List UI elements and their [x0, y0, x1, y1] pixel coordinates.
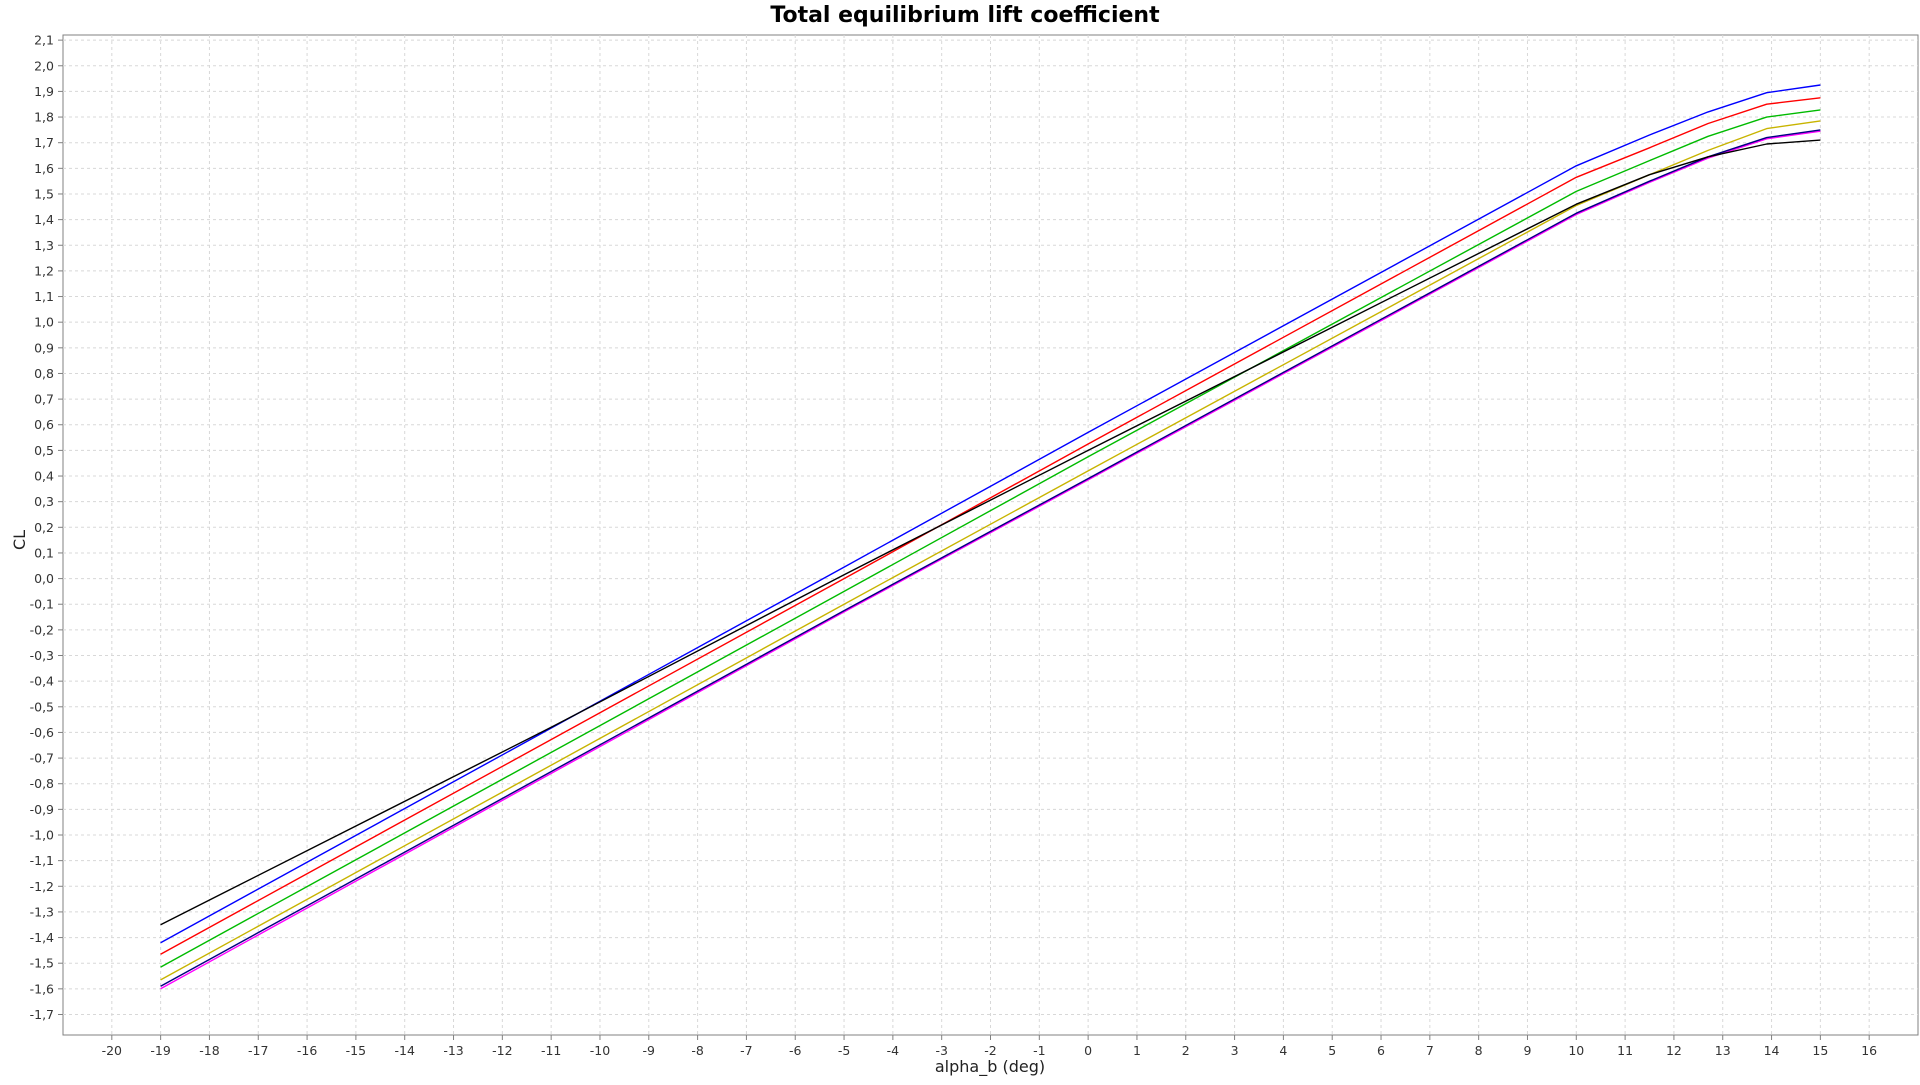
x-tick-label: -10 [590, 1043, 610, 1058]
x-tick-label: -1 [1033, 1043, 1045, 1058]
x-tick-label: -7 [740, 1043, 752, 1058]
y-tick-label: 1,1 [34, 289, 54, 304]
y-tick-label: -0,3 [30, 648, 54, 663]
series-line-1 [160, 84, 1821, 944]
y-tick-label: -0,1 [30, 597, 54, 612]
x-tick-label: -3 [935, 1043, 947, 1058]
grid [63, 35, 1918, 1035]
y-tick-label: 0,9 [34, 340, 54, 355]
x-tick-label: 2 [1182, 1043, 1190, 1058]
x-tick-label: 1 [1133, 1043, 1141, 1058]
series-line-6 [160, 129, 1821, 987]
x-tick-label: 8 [1475, 1043, 1483, 1058]
y-tick-label: 1,3 [34, 238, 54, 253]
x-tick-label: 16 [1861, 1043, 1877, 1058]
series-line-3 [160, 109, 1821, 968]
y-tick-label: -1,4 [30, 930, 54, 945]
y-tick-label: -0,5 [30, 699, 54, 714]
y-tick-label: 1,2 [34, 263, 54, 278]
x-tick-label: 14 [1764, 1043, 1780, 1058]
x-tick-label: 4 [1279, 1043, 1287, 1058]
x-tick-label: -20 [102, 1043, 122, 1058]
y-tick-label: -1,1 [30, 853, 54, 868]
y-tick-label: 0,6 [34, 417, 54, 432]
y-tick-label: 1,5 [34, 186, 54, 201]
y-tick-label: -1,0 [30, 828, 54, 843]
x-tick-label: 13 [1715, 1043, 1731, 1058]
x-tick-label: -13 [443, 1043, 463, 1058]
y-tick-label: 0,7 [34, 392, 54, 407]
x-tick-label: -18 [199, 1043, 219, 1058]
x-tick-label: -16 [297, 1043, 317, 1058]
y-tick-label: 1,8 [34, 110, 54, 125]
y-tick-label: -1,3 [30, 904, 54, 919]
y-tick-label: -0,7 [30, 751, 54, 766]
y-tick-label: -0,2 [30, 622, 54, 637]
x-tick-label: 0 [1084, 1043, 1092, 1058]
y-tick-label: 0,5 [34, 443, 54, 458]
y-tick-label: -1,7 [30, 1007, 54, 1022]
y-tick-label: 0,3 [34, 494, 54, 509]
x-tick-label: 7 [1426, 1043, 1434, 1058]
axis-ticks: -20 -19 -18 -17 -16 -15 -14 -13 -12 -11 -10 -9 -8 -7-… [30, 33, 1878, 1058]
x-tick-label: 6 [1377, 1043, 1385, 1058]
y-tick-label: -0,9 [30, 802, 54, 817]
x-tick-label: 10 [1568, 1043, 1584, 1058]
series-line-2 [160, 97, 1821, 955]
series-lines [160, 84, 1821, 990]
x-tick-label: -2 [984, 1043, 996, 1058]
x-tick-label: -14 [394, 1043, 414, 1058]
x-tick-label: -4 [887, 1043, 900, 1058]
y-tick-label: 1,4 [34, 212, 54, 227]
x-tick-label: -6 [789, 1043, 802, 1058]
chart-title: Total equilibrium lift coefficient [770, 3, 1160, 28]
y-tick-label: -0,6 [30, 725, 54, 740]
y-tick-label: 0,1 [34, 545, 54, 560]
x-tick-label: -15 [346, 1043, 366, 1058]
y-tick-label: 1,6 [34, 161, 54, 176]
x-tick-label: -11 [541, 1043, 561, 1058]
x-tick-label: -9 [643, 1043, 656, 1058]
y-tick-label: 0,4 [34, 469, 54, 484]
series-line-7 [160, 139, 1821, 926]
x-tick-label: 5 [1328, 1043, 1336, 1058]
x-tick-label: -12 [492, 1043, 512, 1058]
x-tick-label: 9 [1523, 1043, 1531, 1058]
y-tick-label: -1,6 [30, 981, 54, 996]
y-tick-label: 2,0 [34, 58, 54, 73]
y-tick-label: 0,2 [34, 520, 54, 535]
x-axis-label: alpha_b (deg) [935, 1057, 1045, 1077]
x-tick-label: 15 [1812, 1043, 1828, 1058]
x-tick-label: -8 [691, 1043, 704, 1058]
y-tick-label: 0,8 [34, 366, 54, 381]
x-tick-label: 3 [1231, 1043, 1239, 1058]
y-tick-label: 1,7 [34, 135, 54, 150]
y-tick-label: -1,2 [30, 879, 54, 894]
y-tick-label: 1,9 [34, 84, 54, 99]
y-tick-label: 0,0 [34, 571, 54, 586]
y-axis-label: CL [10, 530, 29, 550]
series-line-5 [160, 130, 1821, 990]
y-tick-label: 2,1 [34, 33, 54, 48]
x-tick-label: -17 [248, 1043, 268, 1058]
x-tick-label: 12 [1666, 1043, 1682, 1058]
y-tick-label: -1,5 [30, 956, 54, 971]
y-tick-label: -0,8 [30, 776, 54, 791]
x-tick-label: -19 [150, 1043, 170, 1058]
x-tick-label: 11 [1617, 1043, 1633, 1058]
x-tick-label: -5 [838, 1043, 850, 1058]
y-tick-label: 1,0 [34, 315, 54, 330]
y-tick-label: -0,4 [30, 674, 54, 689]
